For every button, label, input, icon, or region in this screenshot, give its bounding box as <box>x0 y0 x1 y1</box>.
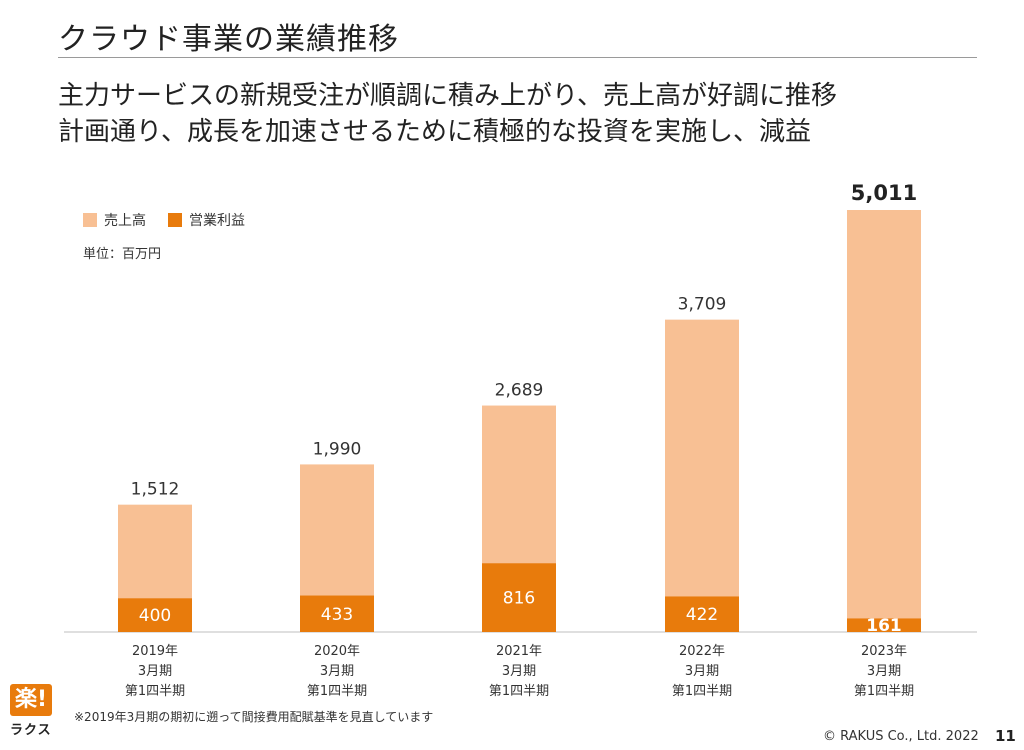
page-number: 11 <box>995 727 1016 745</box>
bar-sales <box>847 210 921 632</box>
x-tick-label: 第1四半期 <box>307 684 367 699</box>
unit-label: 単位：百万円 <box>83 247 162 262</box>
data-label-sales: 1,990 <box>313 439 362 459</box>
x-tick-label: 第1四半期 <box>489 684 549 699</box>
subtitle-line-1: 主力サービスの新規受注が順調に積み上がり、売上高が好調に推移 <box>58 81 837 111</box>
x-tick-label: 2020年 <box>314 644 360 659</box>
subtitle-line-2: 計画通り、成長を加速させるために積極的な投資を実施し、減益 <box>58 117 811 147</box>
x-tick-label: 3月期 <box>685 664 719 679</box>
x-tick-label: 3月期 <box>867 664 901 679</box>
chart-legend: 売上高 営業利益 <box>83 210 267 230</box>
logo-text: ラクス <box>10 723 52 738</box>
legend-item-operating-profit: 営業利益 <box>168 210 245 230</box>
footnote: ※2019年3月期の期初に遡って間接費用配賦基準を見直しています <box>74 710 434 724</box>
copyright: © RAKUS Co., Ltd. 2022 <box>823 729 979 744</box>
x-tick-label: 第1四半期 <box>125 684 185 699</box>
x-tick-label: 2023年 <box>861 644 907 659</box>
bar-operating-profit <box>665 596 739 632</box>
legend-swatch-operating-profit <box>168 213 182 227</box>
x-tick-label: 3月期 <box>138 664 172 679</box>
data-label-sales: 2,689 <box>495 381 544 401</box>
x-tick-label: 2021年 <box>496 644 542 659</box>
legend-label-sales: 売上高 <box>104 213 146 229</box>
bar-operating-profit <box>300 595 374 632</box>
x-tick-label: 2022年 <box>679 644 725 659</box>
data-label-operating-profit: 816 <box>503 589 535 609</box>
x-tick-label: 3月期 <box>502 664 536 679</box>
data-label-operating-profit: 422 <box>686 605 718 625</box>
data-label-operating-profit: 400 <box>139 606 171 626</box>
x-tick-label: 2019年 <box>132 644 178 659</box>
data-label-operating-profit: 433 <box>321 605 353 625</box>
data-label-sales: 5,011 <box>851 181 917 205</box>
bar-operating-profit <box>482 563 556 632</box>
x-tick-label: 第1四半期 <box>854 684 914 699</box>
subtitle: 主力サービスの新規受注が順調に積み上がり、売上高が好調に推移 計画通り、成長を加… <box>58 78 837 150</box>
title-divider <box>58 57 977 58</box>
data-label-operating-profit: 161 <box>866 616 902 636</box>
legend-label-operating-profit: 営業利益 <box>189 213 245 229</box>
rakus-logo: 楽! ラクス <box>10 684 66 744</box>
legend-swatch-sales <box>83 213 97 227</box>
x-tick-label: 第1四半期 <box>672 684 732 699</box>
logo-mark: 楽! <box>10 684 52 716</box>
legend-item-sales: 売上高 <box>83 210 146 230</box>
x-tick-label: 3月期 <box>320 664 354 679</box>
bar-operating-profit <box>847 618 921 632</box>
page-title: クラウド事業の業績推移 <box>58 22 399 57</box>
bar-operating-profit <box>118 598 192 632</box>
data-label-sales: 3,709 <box>678 295 727 315</box>
bar-sales <box>665 319 739 632</box>
data-label-sales: 1,512 <box>131 480 180 500</box>
